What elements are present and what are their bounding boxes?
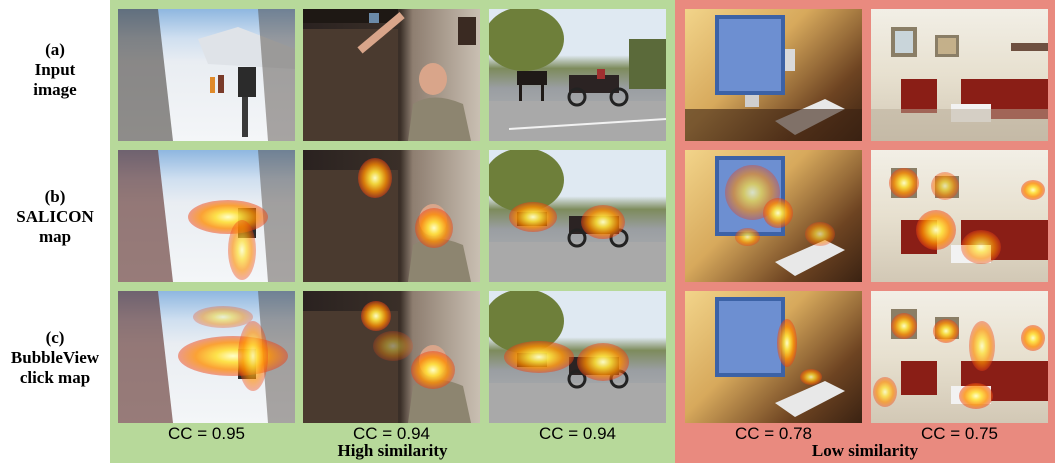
high-similarity-label: High similarity [337,441,448,460]
row-label-salicon-map: (b) SALICON map [0,187,110,247]
thumb-bubbleview-man [303,291,480,423]
cc-score: CC = 0.75 [920,424,998,443]
row-label-line: map [38,227,72,246]
thumb-salicon-snow [118,150,295,282]
row-label-line: SALICON [16,207,94,226]
thumb-salicon-desk [685,150,862,282]
thumb-input-horse [489,9,666,141]
thumb-input-desk [685,9,862,141]
row-label-letter: (b) [44,187,66,206]
thumb-bubbleview-desk [685,291,862,423]
cc-score: CC = 0.78 [734,424,812,443]
cc-score: CC = 0.95 [167,424,245,443]
row-label-bubbleview-map: (c) BubbleView click map [0,328,110,388]
row-label-line: click map [19,368,91,387]
thumb-salicon-man [303,150,480,282]
thumb-bubbleview-snow [118,291,295,423]
row-label-letter: (c) [45,328,65,347]
thumb-bubbleview-living [871,291,1048,423]
thumb-bubbleview-horse [489,291,666,423]
thumb-input-man [303,9,480,141]
row-label-line: BubbleView [10,348,100,367]
row-label-line: Input [34,60,76,79]
cc-score: CC = 0.94 [538,424,616,443]
cc-score: CC = 0.94 [352,424,430,443]
row-label-input-image: (a) Input image [0,40,110,100]
thumb-salicon-living [871,150,1048,282]
thumb-salicon-horse [489,150,666,282]
row-label-line: image [33,80,77,99]
low-similarity-label: Low similarity [811,441,919,460]
thumb-input-living [871,9,1048,141]
row-label-letter: (a) [45,40,65,59]
thumb-input-snow [118,9,295,141]
